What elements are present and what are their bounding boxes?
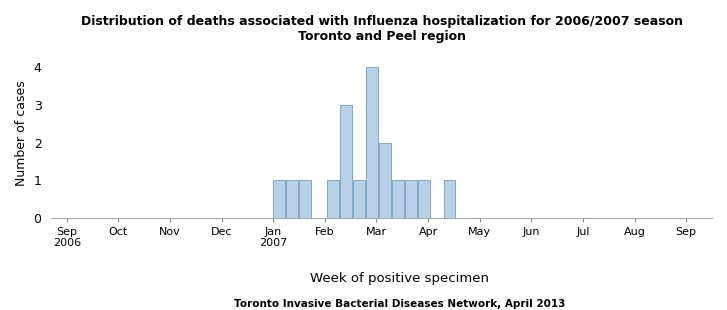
Y-axis label: Number of cases: Number of cases: [15, 80, 28, 186]
Bar: [340, 105, 352, 218]
Bar: [392, 180, 403, 218]
Bar: [443, 180, 455, 218]
Title: Distribution of deaths associated with Influenza hospitalization for 2006/2007 s: Distribution of deaths associated with I…: [81, 15, 683, 43]
Bar: [379, 143, 391, 218]
Bar: [299, 180, 311, 218]
Bar: [327, 180, 340, 218]
Bar: [418, 180, 430, 218]
Bar: [353, 180, 365, 218]
Bar: [273, 180, 285, 218]
Bar: [286, 180, 298, 218]
Text: Toronto Invasive Bacterial Diseases Network, April 2013: Toronto Invasive Bacterial Diseases Netw…: [234, 299, 566, 309]
Text: Week of positive specimen: Week of positive specimen: [310, 272, 489, 285]
Bar: [366, 67, 378, 218]
Bar: [405, 180, 417, 218]
